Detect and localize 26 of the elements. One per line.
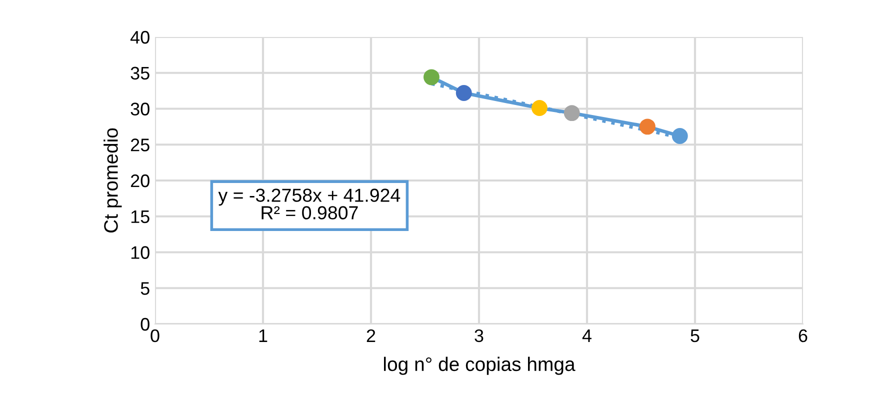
y-tick-label: 10 — [131, 246, 150, 259]
x-tick-label: 4 — [582, 330, 592, 342]
y-tick-label: 30 — [130, 102, 150, 116]
y-axis-title: Ct promedio — [104, 128, 122, 232]
y-tick-label: 15 — [131, 210, 150, 224]
point — [672, 128, 688, 144]
point — [424, 69, 440, 86]
y-tick-label: 20 — [130, 174, 150, 188]
x-tick-label: 0 — [150, 329, 160, 342]
y-tick-label: 35 — [130, 66, 150, 80]
x-tick-label: 5 — [690, 330, 700, 342]
x-tick-label: 6 — [798, 329, 808, 342]
y-tick-label: 0 — [140, 318, 150, 331]
annotation: y = -3.2758x + 41.924 — [218, 188, 400, 206]
point — [456, 84, 472, 101]
x-tick-label: 3 — [474, 329, 484, 342]
x-tick-label: 1 — [259, 330, 268, 342]
y-tick-label: 5 — [140, 282, 150, 295]
y-tick-label: 40 — [130, 30, 150, 44]
x-tick-label: 2 — [366, 329, 376, 342]
point — [640, 118, 656, 135]
point — [532, 100, 548, 116]
annotation: R² = 0.9807 — [262, 206, 358, 220]
y-tick-label: 25 — [130, 138, 150, 152]
x-axis-title: log n° de copias hmga — [384, 356, 576, 375]
point — [564, 105, 580, 122]
